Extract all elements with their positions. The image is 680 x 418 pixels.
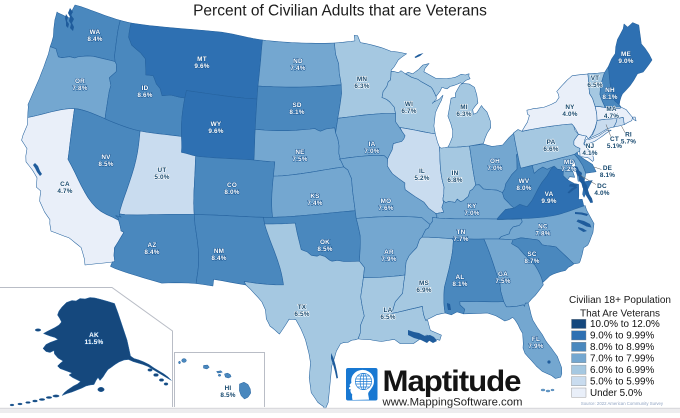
- svg-text:10.0% to 12.0%: 10.0% to 12.0%: [590, 319, 660, 330]
- svg-text:KS7.4%: KS 7.4%: [307, 193, 322, 207]
- svg-text:CT5.1%: CT 5.1%: [607, 136, 622, 150]
- svg-text:5.0% to 5.99%: 5.0% to 5.99%: [590, 376, 654, 387]
- svg-text:NY4.0%: NY 4.0%: [562, 104, 577, 118]
- svg-text:VT6.5%: VT 6.5%: [587, 75, 602, 89]
- svg-text:KY7.0%: KY 7.0%: [464, 203, 479, 217]
- svg-text:7.0% to 7.99%: 7.0% to 7.99%: [590, 353, 654, 364]
- svg-text:UT5.0%: UT 5.0%: [154, 167, 169, 181]
- svg-text:NC7.8%: NC 7.8%: [535, 224, 550, 238]
- svg-text:OH7.0%: OH 7.0%: [487, 158, 502, 172]
- svg-text:Under 5.0%: Under 5.0%: [590, 388, 642, 399]
- svg-text:Source: 2022 American Communit: Source: 2022 American Community Survey: [581, 401, 664, 406]
- svg-text:CO8.0%: CO 8.0%: [224, 182, 239, 196]
- svg-text:DC4.0%: DC 4.0%: [594, 183, 609, 197]
- svg-text:CA4.7%: CA 4.7%: [57, 181, 72, 195]
- svg-text:www.MappingSoftware.com: www.MappingSoftware.com: [382, 397, 523, 409]
- svg-text:VA9.9%: VA 9.9%: [541, 191, 556, 205]
- svg-text:NJ4.1%: NJ 4.1%: [582, 143, 597, 157]
- svg-text:WA8.4%: WA 8.4%: [87, 29, 102, 43]
- svg-text:WY9.6%: WY 9.6%: [208, 121, 223, 135]
- svg-text:6.0% to 6.99%: 6.0% to 6.99%: [590, 365, 654, 376]
- svg-text:OR7.8%: OR 7.8%: [72, 78, 87, 92]
- svg-text:MO7.6%: MO 7.6%: [378, 198, 393, 212]
- svg-text:MT9.6%: MT 9.6%: [194, 56, 209, 70]
- svg-text:TN7.7%: TN 7.7%: [453, 229, 468, 243]
- svg-text:That Are Veterans: That Are Veterans: [580, 309, 660, 320]
- svg-text:FL7.9%: FL 7.9%: [528, 336, 543, 350]
- svg-text:DE8.1%: DE 8.1%: [600, 165, 615, 179]
- svg-text:Maptitude: Maptitude: [383, 365, 521, 398]
- svg-text:WV8.0%: WV 8.0%: [516, 178, 531, 192]
- svg-text:NV8.5%: NV 8.5%: [98, 154, 113, 168]
- svg-text:AZ8.4%: AZ 8.4%: [144, 242, 159, 256]
- svg-text:WI6.7%: WI 6.7%: [401, 101, 416, 115]
- svg-text:NH8.1%: NH 8.1%: [602, 87, 617, 101]
- svg-text:LA6.5%: LA 6.5%: [380, 307, 395, 321]
- svg-text:MA4.7%: MA 4.7%: [604, 106, 619, 120]
- svg-text:SD8.1%: SD 8.1%: [289, 102, 304, 116]
- svg-text:NE7.5%: NE 7.5%: [292, 149, 307, 163]
- svg-text:NM8.4%: NM 8.4%: [211, 248, 226, 262]
- svg-text:MS6.9%: MS 6.9%: [416, 280, 431, 294]
- svg-text:TX6.5%: TX 6.5%: [294, 304, 309, 318]
- svg-text:PA6.6%: PA 6.6%: [543, 139, 558, 153]
- svg-text:8.0% to 8.99%: 8.0% to 8.99%: [590, 342, 654, 353]
- svg-text:ND7.4%: ND 7.4%: [290, 58, 305, 72]
- svg-text:MD7.2%: MD 7.2%: [561, 159, 576, 173]
- svg-text:MN6.3%: MN 6.3%: [354, 76, 369, 90]
- svg-text:ME9.0%: ME 9.0%: [618, 51, 633, 65]
- svg-text:GA7.5%: GA 7.5%: [495, 271, 510, 285]
- svg-text:Civilian 18+ Population: Civilian 18+ Population: [569, 295, 671, 306]
- svg-text:9.0% to 9.99%: 9.0% to 9.99%: [590, 331, 654, 342]
- svg-text:SC8.7%: SC 8.7%: [524, 251, 539, 265]
- svg-text:Percent of Civilian Adults tha: Percent of Civilian Adults that are Vete…: [193, 3, 487, 20]
- svg-text:AL8.1%: AL 8.1%: [452, 274, 467, 288]
- svg-text:AR7.9%: AR 7.9%: [381, 249, 396, 263]
- svg-text:OK8.5%: OK 8.5%: [317, 239, 332, 253]
